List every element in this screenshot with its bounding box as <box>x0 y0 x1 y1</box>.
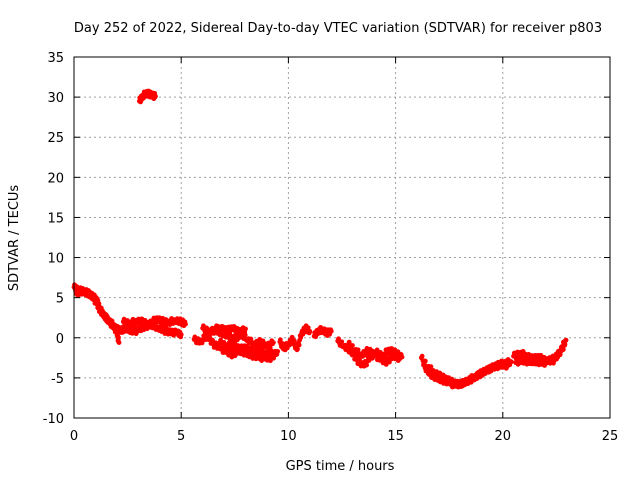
data-point <box>116 334 121 340</box>
chart-title: Day 252 of 2022, Sidereal Day-to-day VTE… <box>74 21 602 36</box>
x-tick-label: 5 <box>177 429 185 444</box>
data-point <box>364 362 370 368</box>
data-point <box>295 346 300 352</box>
x-tick-label: 10 <box>280 429 297 444</box>
data-point <box>116 340 122 345</box>
y-tick-label: 30 <box>47 91 64 106</box>
y-tick-label: 10 <box>47 252 64 267</box>
data-point <box>291 338 297 344</box>
data-point <box>268 348 274 354</box>
data-point <box>307 328 313 334</box>
axis-ticks: 0 5 10 15 20 25 -10 -5 0 5 10 15 20 25 30 35 <box>43 51 619 444</box>
data-point <box>502 360 508 366</box>
y-tick-label: 0 <box>56 332 64 347</box>
data-point <box>271 355 277 361</box>
data-point <box>267 351 273 357</box>
data-point <box>508 359 514 365</box>
data-point <box>397 356 403 362</box>
data-point <box>346 339 352 345</box>
data-point <box>425 365 430 371</box>
data-point <box>387 359 392 365</box>
y-tick-label: 20 <box>47 171 64 186</box>
data-point <box>355 347 361 353</box>
y-tick-label: 25 <box>47 131 64 146</box>
data-point <box>178 332 184 337</box>
x-tick-label: 15 <box>387 429 404 444</box>
data-point <box>430 370 436 376</box>
data-point <box>421 360 427 366</box>
data-point <box>350 343 355 348</box>
y-tick-label: -10 <box>43 412 64 427</box>
data-points <box>71 88 569 390</box>
data-point <box>339 339 345 345</box>
data-point <box>296 342 302 348</box>
data-point <box>111 322 117 328</box>
data-point <box>243 326 248 332</box>
data-point <box>419 353 425 359</box>
data-point <box>277 337 283 343</box>
data-point <box>305 325 311 331</box>
data-point <box>270 340 276 345</box>
x-axis-label: GPS time / hours <box>286 459 395 474</box>
data-point <box>562 342 568 348</box>
data-point <box>554 356 560 362</box>
data-point <box>100 308 105 314</box>
x-tick-label: 25 <box>602 429 619 444</box>
grid-lines <box>74 57 610 418</box>
data-point <box>482 371 488 376</box>
plot-frame <box>73 56 611 419</box>
data-point <box>504 364 510 370</box>
x-tick-label: 0 <box>70 429 78 444</box>
data-point <box>183 321 188 327</box>
data-point <box>563 337 569 343</box>
data-point <box>149 322 155 328</box>
y-axis-label: SDTVAR / TECUs <box>7 185 22 292</box>
data-point <box>328 328 334 334</box>
data-point <box>153 93 158 99</box>
y-tick-label: 5 <box>56 292 64 307</box>
y-tick-label: 15 <box>47 211 64 226</box>
x-tick-label: 20 <box>495 429 512 444</box>
data-point <box>275 349 281 354</box>
y-tick-label: -5 <box>51 372 64 387</box>
y-tick-label: 35 <box>47 51 64 66</box>
